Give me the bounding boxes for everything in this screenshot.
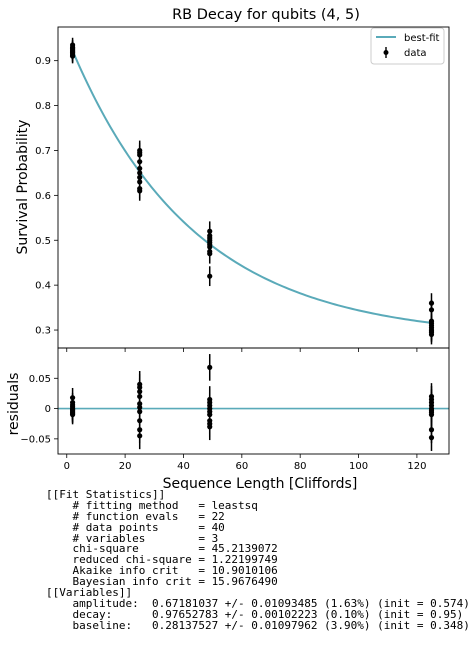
legend-data-label: data (404, 48, 427, 59)
y-tick-label: 0.8 (35, 101, 51, 112)
rb-decay-figure: RB Decay for qubits (4, 5) 0.30.40.50.60… (6, 7, 450, 490)
residuals-panel: −0.05 0 0.05 0 20 40 60 80 100 120 (20, 347, 450, 472)
report-line: # data points = 40 (46, 520, 225, 534)
data-point (69, 53, 76, 59)
y-tick-label: 0.7 (35, 146, 51, 157)
y-tick-label: −0.05 (20, 434, 51, 445)
legend: best-fit data (370, 27, 445, 65)
y-tick-label: 0 (45, 404, 51, 415)
residual-axes-frame (57, 347, 450, 455)
y-tick-label: 0.05 (29, 374, 51, 385)
report-line: [[Variables]] (46, 586, 133, 600)
report-line: decay: 0.97652783 +/- 0.00102223 (0.10%)… (46, 607, 464, 621)
legend-fit-label: best-fit (404, 33, 440, 44)
legend-data-marker (383, 50, 389, 55)
chart-title: RB Decay for qubits (4, 5) (172, 7, 360, 23)
x-tick-label: 80 (294, 461, 307, 472)
data-point (207, 273, 213, 279)
y-tick-label: 0.6 (35, 191, 51, 202)
y-tick-label: 0.3 (35, 326, 51, 337)
report-line: [[Fit Statistics]] (46, 488, 166, 501)
report-line: reduced chi-square = 1.22199749 (46, 553, 278, 567)
x-tick-label: 100 (349, 461, 368, 472)
data-point (137, 188, 143, 194)
main-axes-frame (57, 26, 450, 349)
data-point (207, 424, 213, 430)
y-tick-label: 0.9 (35, 56, 51, 67)
report-line: amplitude: 0.67181037 +/- 0.01093485 (1.… (46, 596, 470, 610)
data-point (207, 251, 213, 257)
x-axis-label: Sequence Length [Cliffords] (163, 476, 358, 490)
data-point (428, 435, 435, 441)
x-tick-label: 120 (407, 461, 426, 472)
report-line: Akaike info crit = 10.9010106 (46, 564, 278, 578)
fit-report: [[Fit Statistics]] # fitting method = le… (46, 488, 470, 632)
report-line: Bayesian info crit = 15.9676490 (46, 575, 278, 589)
x-tick-label: 20 (119, 461, 132, 472)
residuals-y-axis-label: residuals (6, 373, 22, 436)
report-line: # variables = 3 (46, 531, 219, 545)
y-tick-label: 0.4 (35, 281, 51, 292)
data-point (69, 412, 76, 418)
data-point (137, 433, 143, 439)
data-point (428, 331, 435, 338)
y-tick-label: 0.5 (35, 236, 51, 247)
x-tick-label: 0 (64, 461, 70, 472)
data-point (207, 364, 213, 370)
report-line: # function evals = 22 (46, 509, 225, 523)
x-tick-label: 40 (177, 461, 190, 472)
report-line: # fitting method = leastsq (46, 498, 258, 512)
data-point (428, 307, 435, 313)
main-y-axis-label: Survival Probability (15, 120, 31, 255)
report-line: baseline: 0.28137527 +/- 0.01097962 (3.9… (46, 618, 470, 632)
data-point (428, 412, 435, 418)
report-line: chi-square = 45.2139072 (46, 542, 278, 556)
best-fit-curve (71, 50, 432, 324)
survival-probability-panel: 0.3 0.4 0.5 0.6 0.7 0.8 0.9 (35, 26, 450, 352)
x-tick-label: 60 (235, 461, 248, 472)
